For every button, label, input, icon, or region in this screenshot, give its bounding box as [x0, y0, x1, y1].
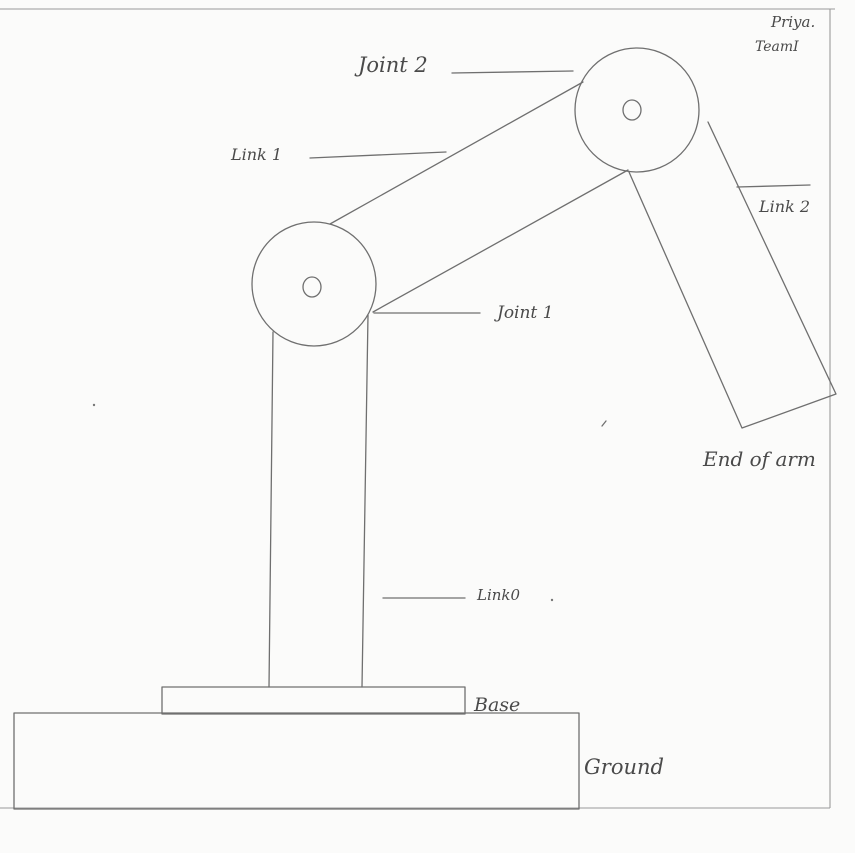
link1-top-edge	[329, 81, 584, 225]
joint1-pin	[302, 276, 322, 298]
link0-right-edge	[361, 314, 369, 688]
author-team: TeamI	[755, 39, 799, 55]
link1-bottom-edge	[372, 169, 629, 313]
ground-block	[13, 712, 580, 810]
label-ground: Ground	[584, 755, 664, 779]
label-link-0: Link0	[476, 586, 521, 604]
link2-outline	[628, 121, 837, 429]
label-joint-2: Joint 2	[354, 53, 428, 77]
base-block	[161, 686, 466, 715]
link1-leader	[309, 151, 447, 159]
label-end-of-arm: End of arm	[702, 447, 816, 471]
pencil-dot	[550, 598, 554, 602]
author-name: Priya.	[770, 13, 815, 31]
joint2-leader	[451, 70, 574, 74]
label-base: Base	[473, 694, 520, 716]
joint2-disc	[574, 47, 700, 173]
pencil-mark	[601, 420, 607, 427]
joint2-pin	[622, 99, 642, 121]
link0-left-edge	[268, 331, 274, 688]
label-joint-1: Joint 1	[494, 303, 554, 323]
label-link-2: Link 2	[758, 197, 810, 216]
label-link-1: Link 1	[230, 145, 282, 164]
link2-leader	[736, 184, 811, 188]
pencil-dot	[92, 403, 96, 407]
joint1-disc	[251, 221, 377, 347]
